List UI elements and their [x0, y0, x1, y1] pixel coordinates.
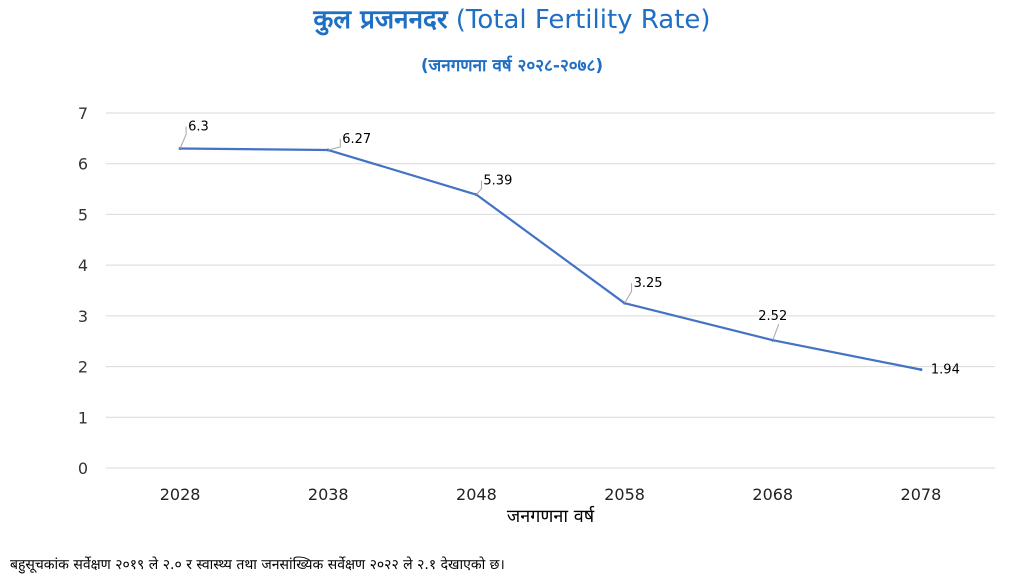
y-tick-label: 7: [78, 104, 88, 123]
y-tick-label: 6: [78, 155, 88, 174]
y-tick-label: 3: [78, 307, 88, 326]
data-label-leader: [476, 180, 482, 195]
y-tick-label: 5: [78, 205, 88, 224]
y-tick-label: 0: [78, 459, 88, 478]
data-label: 3.25: [634, 276, 663, 291]
chart-title: कुल प्रजननदर (Total Fertility Rate): [0, 2, 1024, 38]
chart-title-english: (Total Fertility Rate): [455, 5, 711, 35]
y-tick-label: 1: [78, 408, 88, 427]
data-label: 6.3: [188, 120, 209, 135]
x-tick-label: 2058: [604, 485, 645, 504]
data-label: 2.52: [758, 309, 787, 324]
data-label: 1.94: [931, 363, 960, 378]
x-tick-label: 2048: [456, 485, 497, 504]
chart-title-nepali: कुल प्रजननदर: [313, 5, 448, 35]
chart-subtitle: (जनगणना वर्ष २०२८-२०७८): [420, 56, 604, 76]
y-tick-label: 4: [78, 256, 88, 275]
x-tick-label: 2028: [160, 485, 201, 504]
footnote: बहुसूचकांक सर्वेक्षण २०१९ ले २.० र स्वास…: [10, 557, 505, 573]
data-label: 6.27: [342, 132, 371, 147]
data-point: [919, 368, 923, 372]
x-tick-label: 2078: [901, 485, 942, 504]
x-tick-label: 2038: [308, 485, 349, 504]
series-line: [180, 147, 922, 371]
x-axis-title: जनगणना वर्ष: [507, 505, 595, 527]
x-tick-label: 2068: [752, 485, 793, 504]
data-label-leader: [772, 324, 780, 341]
data-label-leader: [328, 139, 341, 151]
data-label-leader: [624, 283, 633, 304]
data-label: 5.39: [483, 174, 512, 189]
y-tick-label: 2: [78, 358, 88, 377]
data-label-leader: [179, 126, 187, 149]
